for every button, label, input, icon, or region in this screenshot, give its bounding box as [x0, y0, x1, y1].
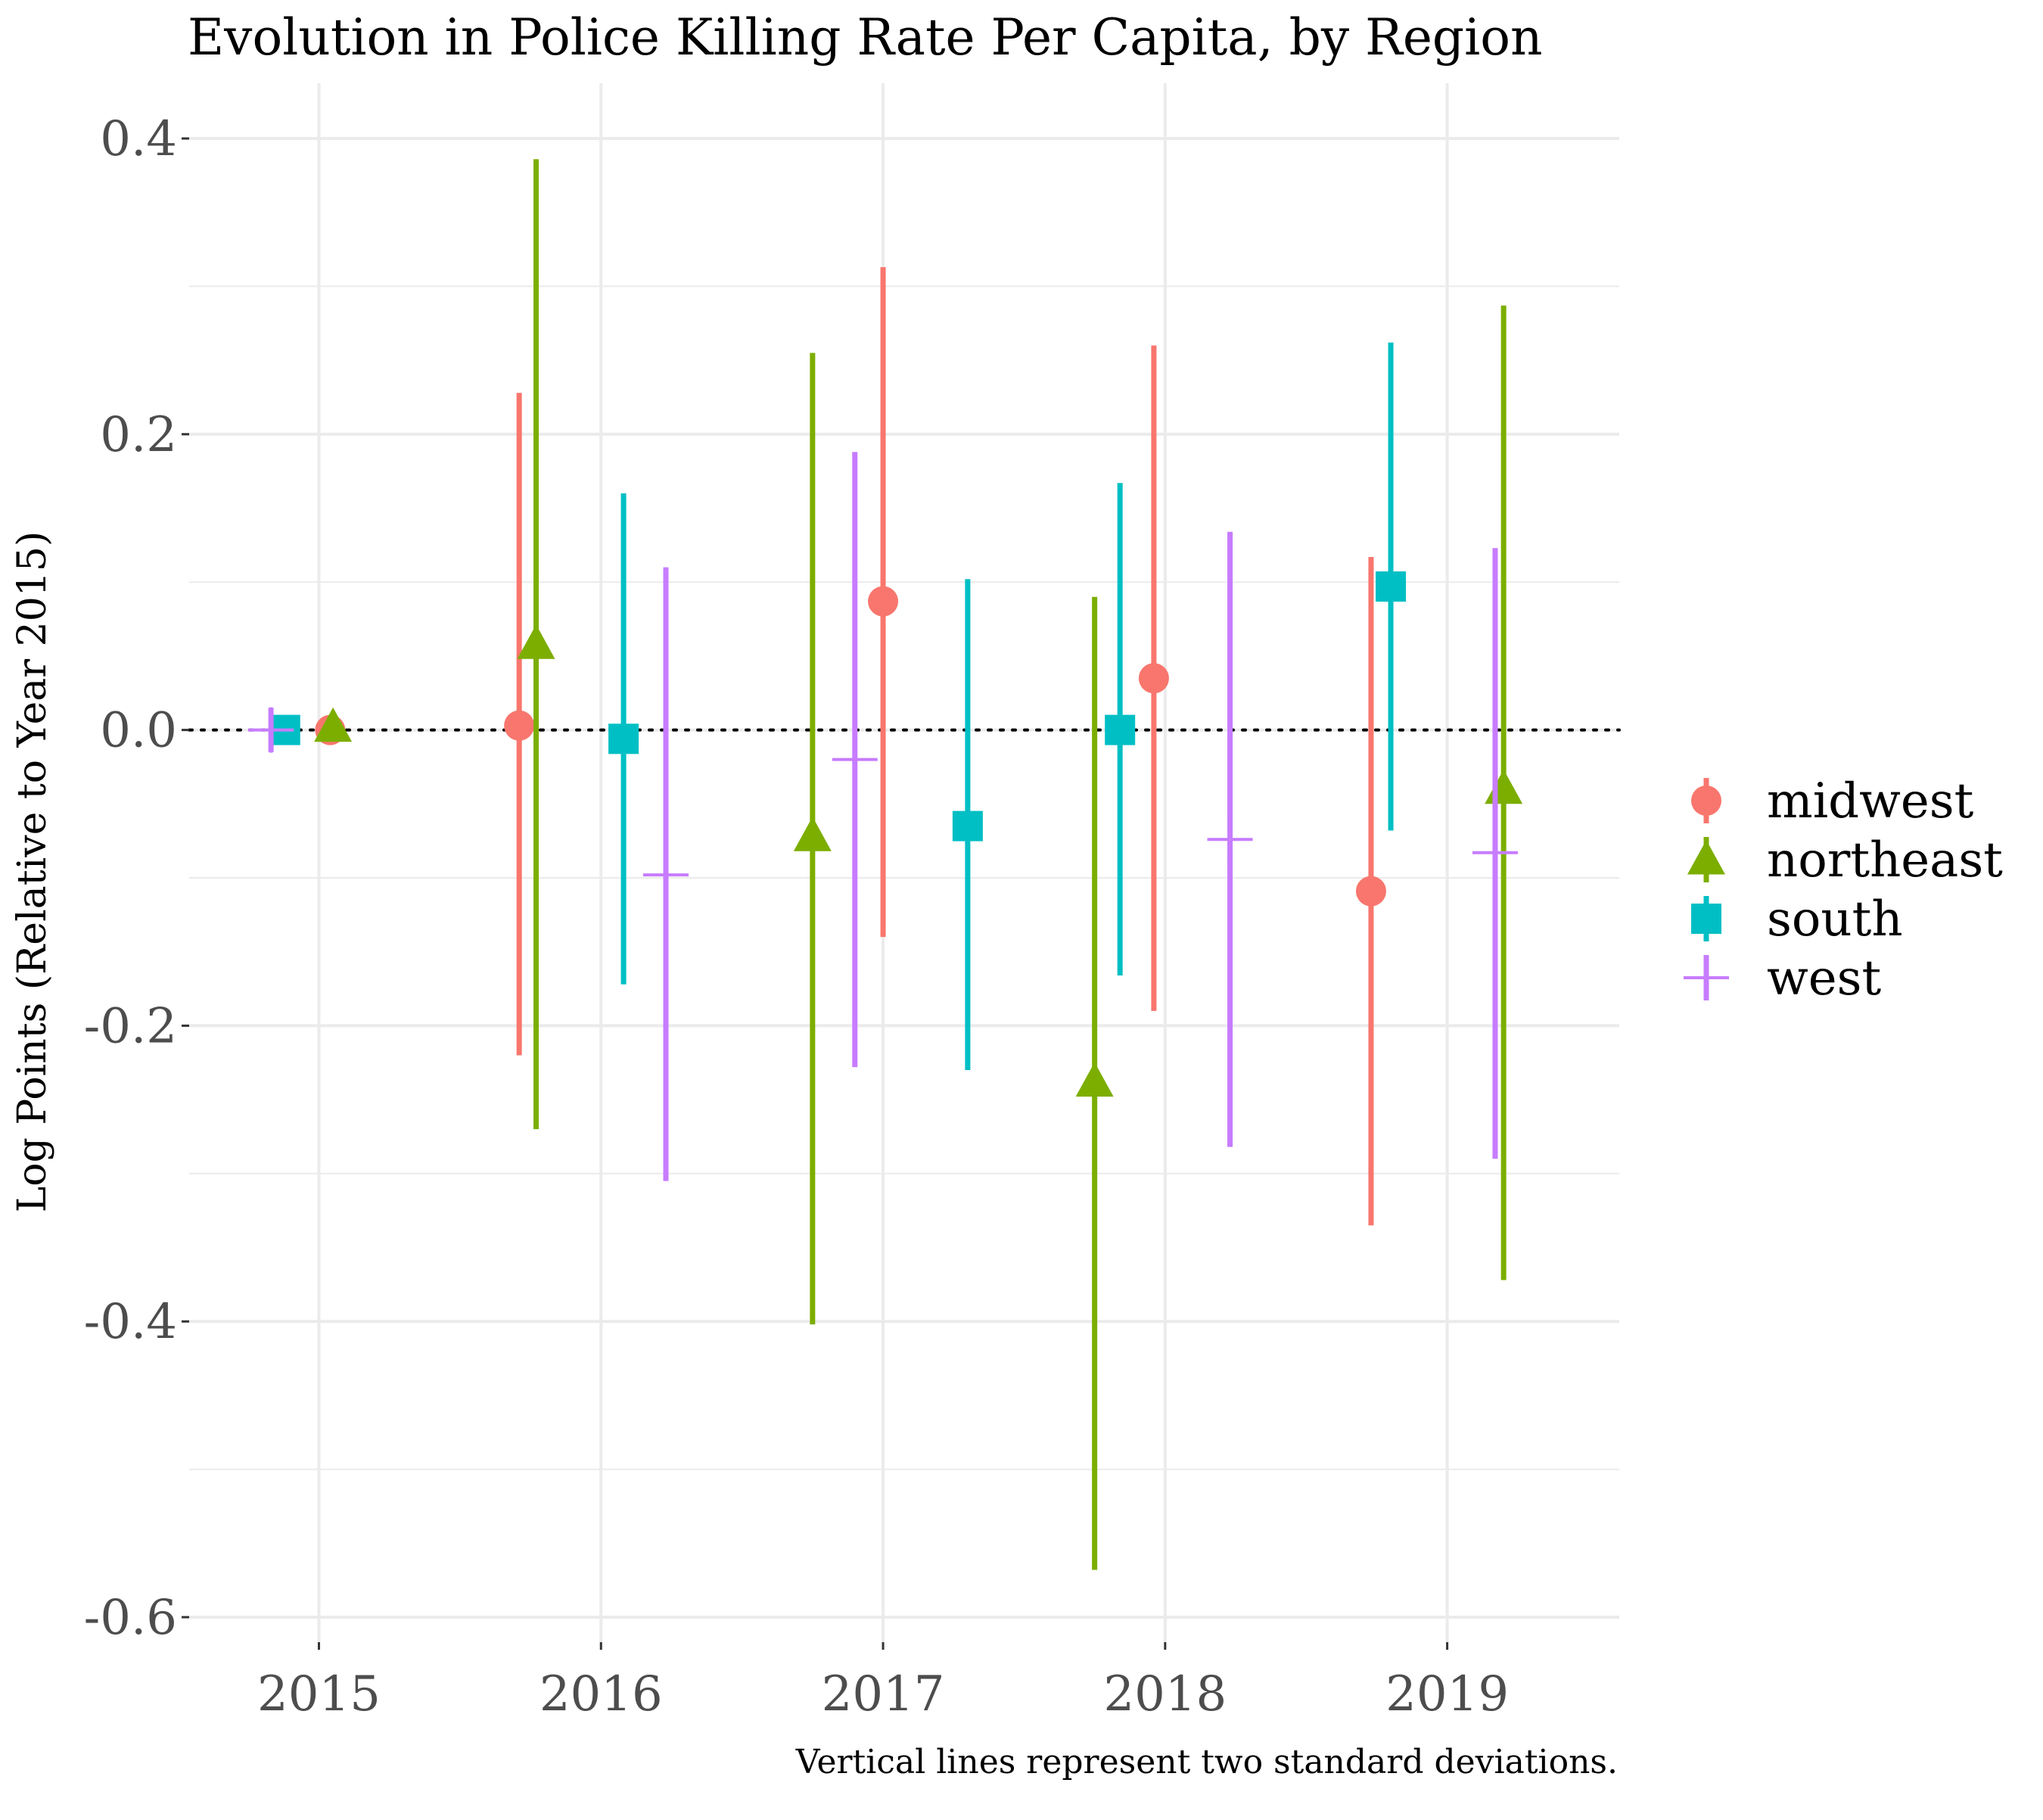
point-marker	[1472, 829, 1518, 876]
point-marker	[1138, 663, 1169, 694]
point-marker	[793, 817, 832, 851]
point-marker	[868, 586, 899, 617]
chart-caption: Vertical lines represent two standard de…	[795, 1743, 1618, 1781]
y-tick-label: 0.2	[100, 407, 177, 463]
point-marker	[643, 852, 689, 898]
legend-item-midwest: midwest	[1691, 773, 1974, 829]
y-tick-label: -0.4	[84, 1294, 177, 1350]
point-marker	[1485, 769, 1523, 804]
x-tick-label: 2019	[1385, 1666, 1509, 1722]
axis-layer: 0.4 0.2 0.0 -0.2 -0.4 -0.6 2015 2016 2017 2018 201…	[84, 111, 1509, 1722]
point-marker	[1355, 876, 1386, 907]
legend-item-west: west	[1684, 950, 1882, 1006]
series-northeast	[314, 159, 1523, 1570]
point-marker	[1691, 786, 1721, 816]
chart-title: Evolution in Police Killing Rate Per Cap…	[188, 8, 1542, 67]
x-tick-label: 2015	[257, 1666, 381, 1722]
x-tick-label: 2017	[822, 1666, 945, 1722]
x-tick-label: 2016	[540, 1666, 663, 1722]
point-marker	[1075, 1062, 1114, 1097]
y-tick-label: -0.2	[84, 998, 177, 1054]
series-west	[248, 452, 1518, 1181]
legend-label: west	[1767, 950, 1882, 1006]
point-marker	[952, 810, 983, 842]
point-marker	[504, 710, 535, 741]
y-axis-title: Log Points (Relative to Year 2015)	[10, 531, 55, 1212]
point-marker	[1684, 955, 1729, 1000]
series-south	[269, 342, 1407, 1071]
point-marker	[1687, 840, 1725, 875]
point-marker	[1105, 714, 1136, 745]
y-tick-label: 0.0	[100, 703, 177, 759]
grid-layer	[189, 83, 1619, 1642]
series-midwest	[315, 266, 1386, 1226]
point-marker	[1207, 817, 1253, 863]
point-marker	[517, 624, 555, 659]
x-tick-label: 2018	[1103, 1666, 1227, 1722]
point-marker	[314, 707, 353, 742]
point-marker	[1691, 904, 1721, 934]
series-layer	[248, 159, 1523, 1570]
point-marker	[832, 736, 878, 782]
legend-item-northeast: northeast	[1687, 832, 2003, 888]
point-marker	[608, 723, 639, 754]
point-marker	[248, 707, 294, 753]
y-tick-label: 0.4	[100, 111, 177, 167]
y-tick-label: -0.6	[84, 1590, 177, 1646]
legend-label: northeast	[1767, 832, 2003, 888]
legend-label: south	[1767, 891, 1903, 947]
legend-label: midwest	[1767, 773, 1974, 829]
point-marker	[1376, 571, 1407, 602]
legend-item-south: south	[1691, 891, 1903, 947]
